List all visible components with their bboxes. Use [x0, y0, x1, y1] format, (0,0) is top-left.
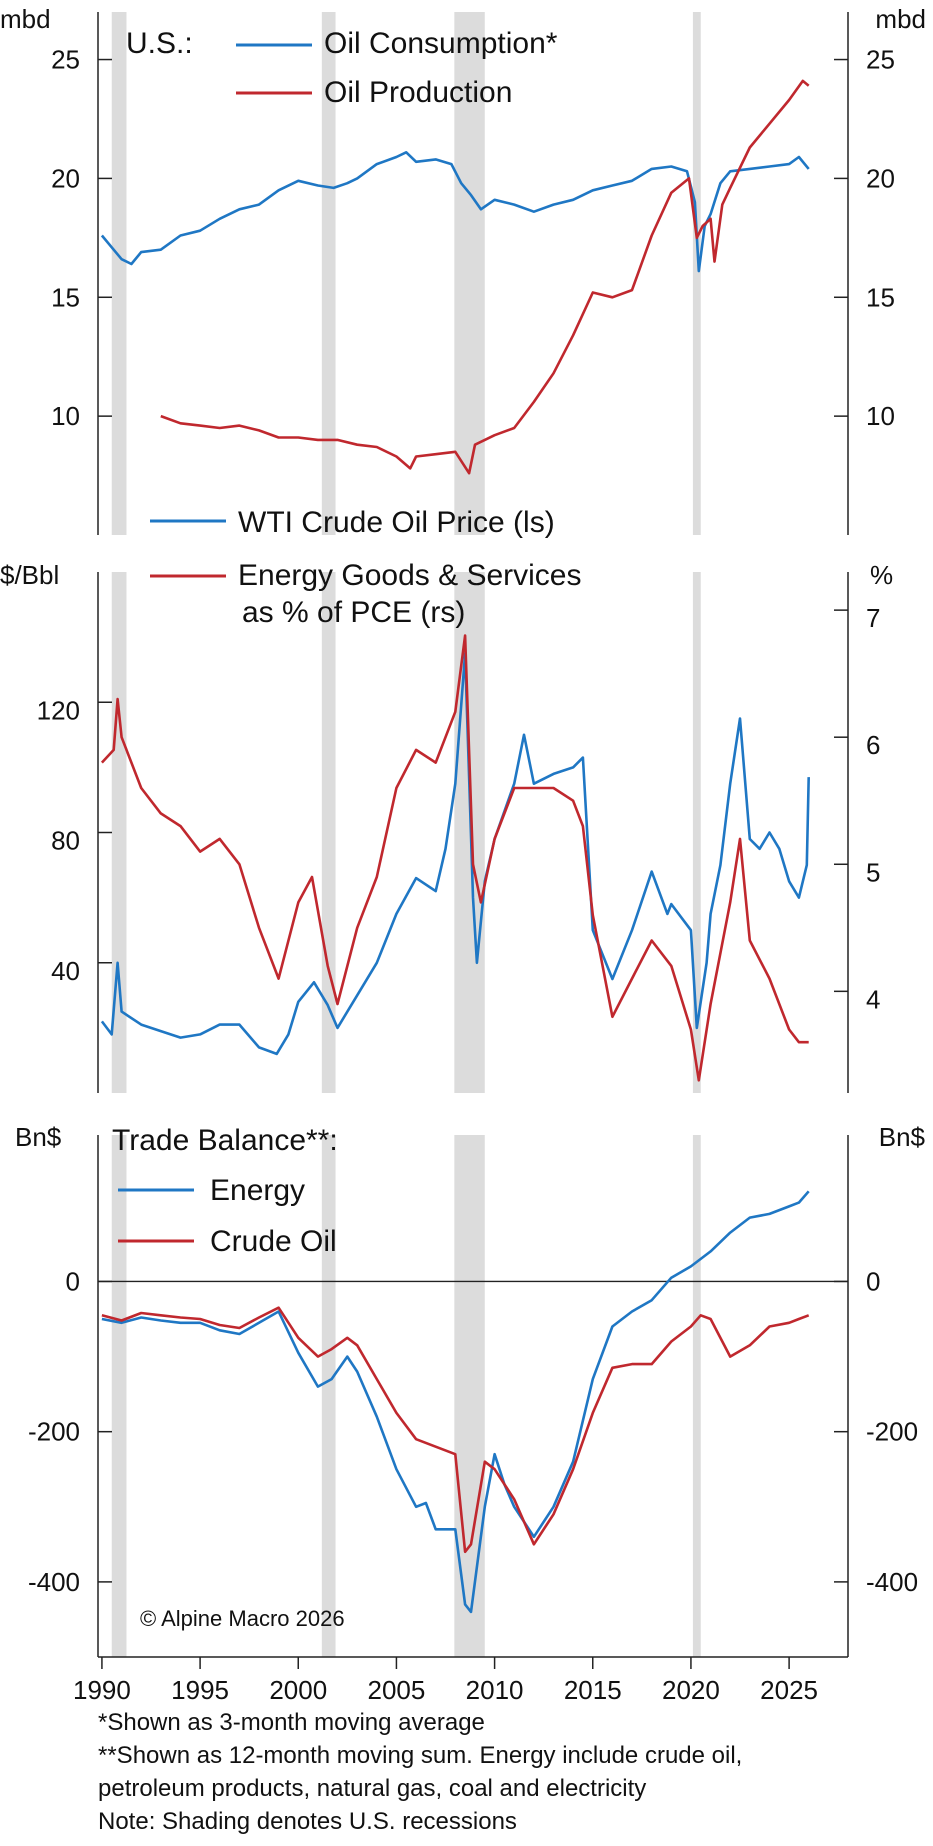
copyright-label: © Alpine Macro 2026 [140, 1606, 345, 1631]
top-right-tick-label-0: 10 [866, 401, 895, 431]
series-lines [100, 79, 810, 1614]
bottom-recession-band-1 [321, 1135, 336, 1657]
x-tick-label-2: 2000 [269, 1675, 327, 1705]
bottom-right-tick-label-1: -200 [866, 1417, 918, 1447]
top-series-line-1 [160, 79, 810, 475]
middle-right-tick-label-3: 7 [866, 603, 880, 633]
bottom-ylabel-left: Bn$ [15, 1122, 62, 1152]
x-tick-label-5: 2015 [564, 1675, 622, 1705]
bottom-recession-band-2 [454, 1135, 485, 1657]
bottom-recession-band-0 [111, 1135, 127, 1657]
top-recession-band-0 [111, 12, 127, 535]
middle-right-tick-label-2: 6 [866, 730, 880, 760]
middle-recession-band-0 [111, 572, 127, 1093]
bottom-series-line-1 [101, 1306, 810, 1554]
recession-shading [111, 12, 701, 1657]
x-tick-label-3: 2005 [368, 1675, 426, 1705]
x-tick-label-1: 1995 [171, 1675, 229, 1705]
top-ylabel-right: mbd [875, 4, 926, 34]
bottom-right-tick-label-2: 0 [866, 1266, 880, 1296]
footnote-moving-sum: **Shown as 12-month moving sum. Energy i… [98, 1742, 743, 1769]
top-panel-title: U.S.: [126, 27, 193, 60]
middle-ylabel-left: $/Bbl [0, 560, 59, 590]
top-left-tick-label-1: 15 [51, 282, 80, 312]
legend-energy-pce-line1: Energy Goods & Services [238, 559, 582, 592]
top-right-tick-label-1: 15 [866, 282, 895, 312]
bottom-left-tick-label-0: -400 [28, 1567, 80, 1597]
footnote-energy-components: petroleum products, natural gas, coal an… [98, 1775, 647, 1802]
footnotes: *Shown as 3-month moving average **Shown… [98, 1706, 742, 1838]
middle-left-tick-label-0: 40 [51, 956, 80, 986]
footnote-moving-average: *Shown as 3-month moving average [98, 1709, 485, 1736]
bottom-series-line-0 [101, 1190, 810, 1614]
footnote-recession-note: Note: Shading denotes U.S. recessions [98, 1808, 517, 1835]
legend-oil-production: Oil Production [324, 76, 512, 109]
x-tick-label-0: 1990 [73, 1675, 131, 1705]
top-right-tick-label-2: 20 [866, 163, 895, 193]
legend-crude-oil: Crude Oil [210, 1225, 337, 1258]
x-tick-label-7: 2025 [760, 1675, 818, 1705]
bottom-recession-band-3 [692, 1135, 701, 1657]
chart-frame [97, 12, 849, 1658]
middle-right-tick-label-0: 4 [866, 984, 880, 1014]
bottom-right-tick-label-0: -400 [866, 1567, 918, 1597]
top-left-tick-label-2: 20 [51, 163, 80, 193]
legend-energy: Energy [210, 1174, 305, 1207]
top-recession-band-3 [692, 12, 701, 535]
middle-left-tick-label-1: 80 [51, 826, 80, 856]
middle-series-line-1 [100, 634, 809, 1082]
middle-left-tick-label-2: 120 [37, 695, 80, 725]
bottom-left-tick-label-2: 0 [66, 1266, 80, 1296]
bottom-panel-title: Trade Balance**: [112, 1124, 338, 1157]
legend-wti: WTI Crude Oil Price (ls) [238, 506, 555, 539]
top-recession-band-2 [454, 12, 485, 535]
legend-oil-consumption: Oil Consumption* [324, 27, 558, 60]
bottom-ylabel-right: Bn$ [879, 1122, 926, 1152]
top-left-tick-label-3: 25 [51, 45, 80, 75]
top-recession-band-1 [321, 12, 336, 535]
top-ylabel-left: mbd [0, 4, 51, 34]
bottom-left-tick-label-1: -200 [28, 1417, 80, 1447]
top-right-tick-label-3: 25 [866, 45, 895, 75]
middle-recession-band-3 [692, 572, 701, 1093]
middle-ylabel-right: % [870, 560, 893, 590]
legend-energy-pce-line2: as % of PCE (rs) [242, 596, 465, 629]
axis-ticks: 101520251015202540801204567-400-2000-400… [28, 45, 918, 1705]
middle-right-tick-label-1: 5 [866, 857, 880, 887]
x-tick-label-6: 2020 [662, 1675, 720, 1705]
middle-recession-band-1 [321, 572, 336, 1093]
middle-recession-band-2 [454, 572, 485, 1093]
x-tick-label-4: 2010 [466, 1675, 524, 1705]
top-left-tick-label-0: 10 [51, 401, 80, 431]
